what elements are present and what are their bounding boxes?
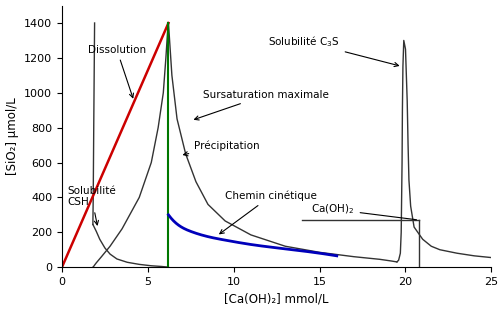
Text: Sursaturation maximale: Sursaturation maximale <box>195 90 329 120</box>
Text: Dissolution: Dissolution <box>88 45 146 98</box>
Text: Ca(OH)$_2$: Ca(OH)$_2$ <box>311 202 416 220</box>
Y-axis label: [SiO₂] μmol/L: [SiO₂] μmol/L <box>6 97 19 175</box>
Text: Précipitation: Précipitation <box>183 140 260 156</box>
Text: Solubilité
CSH: Solubilité CSH <box>67 186 116 225</box>
Text: Chemin cinétique: Chemin cinétique <box>220 191 317 234</box>
X-axis label: [Ca(OH)₂] mmol/L: [Ca(OH)₂] mmol/L <box>224 292 329 305</box>
Text: Solubilité C$_3$S: Solubilité C$_3$S <box>268 34 399 67</box>
